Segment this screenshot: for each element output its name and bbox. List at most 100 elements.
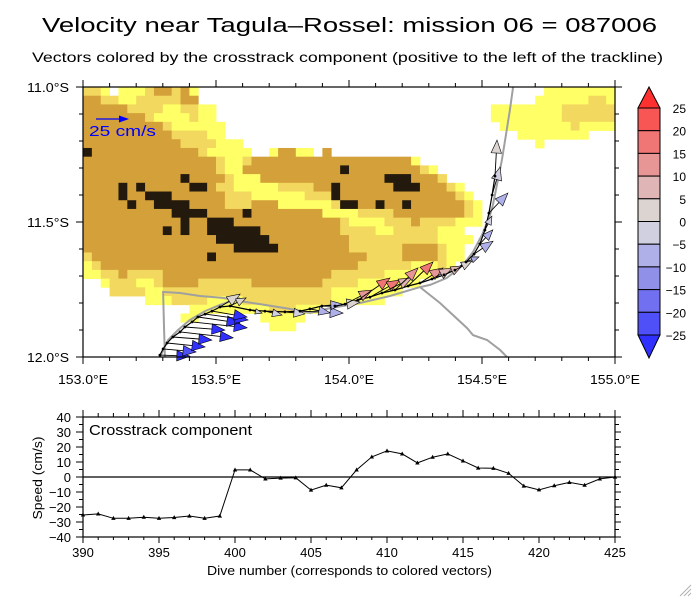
bathymetry-cell: [278, 200, 332, 210]
data-point-marker: [536, 487, 542, 492]
bathymetry-cell: [207, 147, 252, 158]
bathymetry-cell: [242, 165, 341, 175]
line-y-tick-label: 20: [57, 440, 71, 455]
vector-head: [438, 267, 453, 279]
velocity-vector: [248, 308, 263, 315]
bathymetry-cell: [83, 174, 181, 184]
bathymetry-cell: [162, 104, 181, 114]
bathymetry-cell: [260, 174, 385, 184]
velocity-vectors-layer: [158, 139, 509, 362]
velocity-vector: [464, 256, 480, 264]
bathymetry-cell: [340, 165, 350, 175]
bathymetry-cell: [278, 243, 350, 253]
map-x-tick-label: 153.0°E: [58, 372, 108, 387]
bathymetry-cell: [153, 278, 164, 288]
velocity-vector: [320, 300, 343, 310]
data-point-marker: [293, 475, 298, 480]
bathymetry-cell: [278, 147, 297, 158]
colorbar-over-triangle: [637, 85, 661, 109]
vector-origin-marker: [165, 341, 169, 345]
vector-shaft: [219, 300, 230, 308]
bathymetry-cell: [100, 269, 119, 280]
bathymetry-cell: [224, 156, 243, 166]
bathymetry-cell: [118, 182, 128, 192]
bathymetry-cell: [233, 174, 261, 184]
bathymetry-layer: [83, 87, 616, 332]
bathymetry-cell: [207, 296, 243, 306]
bathymetry-cell: [331, 200, 341, 210]
bathymetry-cell: [437, 226, 465, 236]
vector-head: [271, 308, 283, 317]
vector-shaft: [167, 342, 193, 347]
bathymetry-cell: [233, 217, 341, 227]
bathymetry-cell: [162, 269, 332, 280]
bathymetry-cell: [269, 304, 297, 314]
trackline-layer: [159, 176, 496, 356]
vector-origin-marker: [380, 291, 384, 295]
bathymetry-cell: [216, 165, 226, 175]
bathymetry-cell: [136, 200, 155, 210]
bathymetry-cell: [83, 269, 102, 280]
bathymetry-cell: [349, 217, 385, 227]
bathymetry-cell: [446, 261, 456, 271]
bathymetry-cell: [384, 217, 412, 227]
bathymetry-cell: [242, 208, 252, 219]
bathymetry-cell: [189, 87, 199, 97]
vector-origin-marker: [430, 277, 434, 281]
bathymetry-cell: [322, 278, 359, 288]
resize-grip-line: [683, 588, 692, 597]
data-point-marker: [308, 487, 314, 492]
resize-grip-area[interactable]: [676, 582, 692, 597]
bathymetry-cell: [100, 278, 110, 288]
vector-origin-marker: [418, 281, 422, 285]
bathymetry-cell: [118, 269, 128, 280]
data-point-marker: [172, 515, 177, 520]
vector-origin-marker: [343, 302, 347, 306]
vector-origin-marker: [333, 304, 337, 308]
velocity-vector: [308, 305, 331, 316]
velocity-vector: [171, 333, 213, 345]
bathymetry-cell: [83, 130, 173, 140]
bathymetry-cell: [198, 278, 252, 288]
bathymetry-cell: [180, 174, 190, 184]
bathymetry-cell: [100, 87, 110, 97]
bathymetry-cell: [136, 278, 155, 288]
line-y-tick-label: 40: [57, 410, 71, 425]
bathymetry-cell: [251, 278, 323, 288]
vector-shaft: [344, 295, 361, 305]
vector-origin-marker: [203, 312, 207, 316]
vector-origin-marker: [453, 268, 457, 272]
vector-head: [482, 229, 494, 241]
data-point-marker: [384, 448, 390, 453]
velocity-vector: [478, 229, 494, 246]
velocity-vector: [183, 323, 226, 335]
line-y-tick-label: 10: [57, 455, 71, 470]
vector-head: [198, 333, 213, 345]
colorbar-label: −25: [666, 329, 687, 343]
colorbar-bin: [637, 152, 661, 177]
colorbar-label: 5: [679, 193, 686, 207]
bathymetry-cell: [189, 304, 270, 314]
bathymetry-cell: [136, 182, 146, 192]
vector-head: [219, 330, 234, 342]
bathymetry-cell: [83, 87, 102, 97]
data-point-marker: [263, 476, 268, 481]
line-x-tick-label: 395: [148, 545, 170, 560]
bathymetry-cell: [340, 191, 456, 201]
vector-origin-marker: [218, 305, 222, 309]
bathymetry-cell: [340, 182, 394, 192]
bathymetry-cell: [189, 217, 208, 227]
vector-shaft: [394, 276, 409, 291]
bathymetry-cell: [366, 252, 403, 262]
bathymetry-cell: [91, 252, 208, 262]
line-y-tick-label: −20: [49, 500, 71, 515]
bathymetry-cell: [535, 139, 545, 149]
bathymetry-cell: [171, 226, 181, 236]
vector-origin-marker: [263, 309, 267, 313]
trackline: [159, 176, 496, 356]
bathymetry-cell: [384, 200, 403, 210]
vector-shaft: [494, 152, 497, 177]
resize-grip[interactable]: [676, 582, 692, 597]
bathymetry-cell: [242, 296, 332, 306]
data-point-marker: [445, 451, 450, 456]
